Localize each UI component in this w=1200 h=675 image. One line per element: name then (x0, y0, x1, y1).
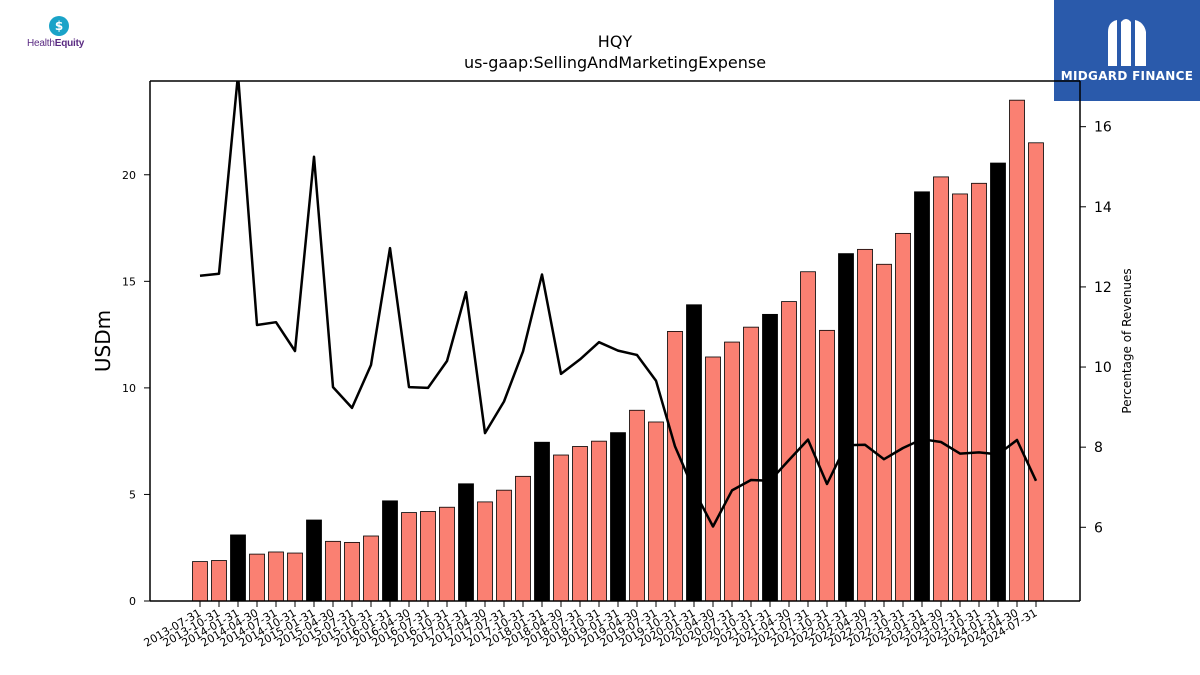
bar-2018-07-31 (572, 446, 588, 602)
bar-2022-01-31 (838, 253, 854, 602)
bar-2023-04-30 (933, 176, 949, 602)
bar-2024-07-31 (1028, 142, 1044, 602)
bar-2014-07-31 (268, 551, 284, 602)
bar-2022-10-31 (895, 232, 911, 602)
bar-2024-01-31 (990, 162, 1006, 602)
bar-2023-10-31 (971, 182, 987, 602)
y-tick-label: 0 (129, 595, 136, 608)
bar-2016-04-30 (401, 512, 417, 602)
bar-2017-04-30 (477, 501, 493, 602)
y-axis-label: USDm (91, 310, 115, 372)
bar-2015-07-31 (344, 541, 360, 602)
healthequity-logo: $ HealthEquity (22, 14, 102, 54)
bar-2014-01-31 (230, 534, 246, 602)
bar-2016-10-31 (439, 506, 455, 602)
chart-title: HQY (597, 32, 633, 51)
logo-text-health: Health (27, 38, 55, 49)
bar-2023-01-31 (914, 191, 930, 602)
y-tick-label: 15 (122, 275, 136, 288)
bar-2017-07-31 (496, 489, 512, 602)
bar-2017-01-31 (458, 483, 474, 602)
bar-2023-07-31 (952, 193, 968, 602)
bar-2015-04-30 (325, 540, 341, 602)
bar-2014-10-31 (287, 552, 303, 602)
y2-tick-label: 16 (1094, 120, 1112, 136)
healthequity-wordmark: HealthEquity (27, 38, 84, 49)
healthequity-drop-icon: $ (49, 16, 69, 36)
chart-subtitle: us-gaap:SellingAndMarketingExpense (463, 53, 767, 72)
percentage-line (199, 81, 1038, 528)
bar-2018-10-31 (591, 440, 607, 602)
bar-2020-01-31 (686, 304, 702, 602)
bar-2017-10-31 (515, 475, 531, 602)
bar-2015-01-31 (306, 519, 322, 602)
bar-2018-01-31 (534, 441, 550, 602)
bar-2021-10-31 (819, 329, 835, 602)
y-tick-label: 5 (129, 488, 136, 501)
bar-2019-10-31 (667, 331, 683, 602)
bar-2020-04-30 (705, 356, 721, 602)
bar-2022-07-31 (876, 263, 892, 602)
bar-series (192, 99, 1044, 602)
bar-2018-04-30 (553, 454, 569, 602)
midgard-finance-name: MIDGARD FINANCE (1060, 69, 1194, 83)
bar-2013-07-31 (192, 561, 208, 602)
bar-2015-10-31 (363, 535, 379, 602)
y2-tick-label: 6 (1094, 520, 1103, 536)
midgard-finance-logo: MIDGARD FINANCE (1054, 0, 1200, 101)
bar-2019-01-31 (610, 432, 626, 602)
bar-2019-04-30 (629, 409, 645, 602)
bar-2016-07-31 (420, 511, 436, 602)
bar-2020-10-31 (743, 326, 759, 602)
y2-tick-label: 12 (1094, 280, 1112, 296)
bar-2022-04-30 (857, 248, 873, 602)
y2-tick-label: 14 (1094, 200, 1112, 216)
y2-axis-label: Percentage of Revenues (1120, 268, 1134, 413)
line-series (199, 81, 1038, 528)
bar-2013-10-31 (211, 560, 227, 602)
midgard-finance-mark-icon (1108, 19, 1146, 66)
y-tick-label: 10 (122, 382, 136, 395)
y2-tick-label: 8 (1094, 440, 1103, 456)
y-tick-label: 20 (122, 169, 136, 182)
bar-2016-01-31 (382, 500, 398, 602)
y2-tick-label: 10 (1094, 360, 1112, 376)
bar-2021-01-31 (762, 313, 778, 602)
logo-text-equity: Equity (54, 38, 85, 49)
bar-2021-04-30 (781, 301, 797, 602)
bar-2020-07-31 (724, 341, 740, 602)
bar-2014-04-30 (249, 553, 265, 602)
bar-2021-07-31 (800, 271, 816, 602)
bar-2024-04-30 (1009, 99, 1025, 602)
bar-2019-07-31 (648, 421, 664, 602)
axes: 0510152068101214162013-07-312013-10-3120… (91, 80, 1134, 650)
